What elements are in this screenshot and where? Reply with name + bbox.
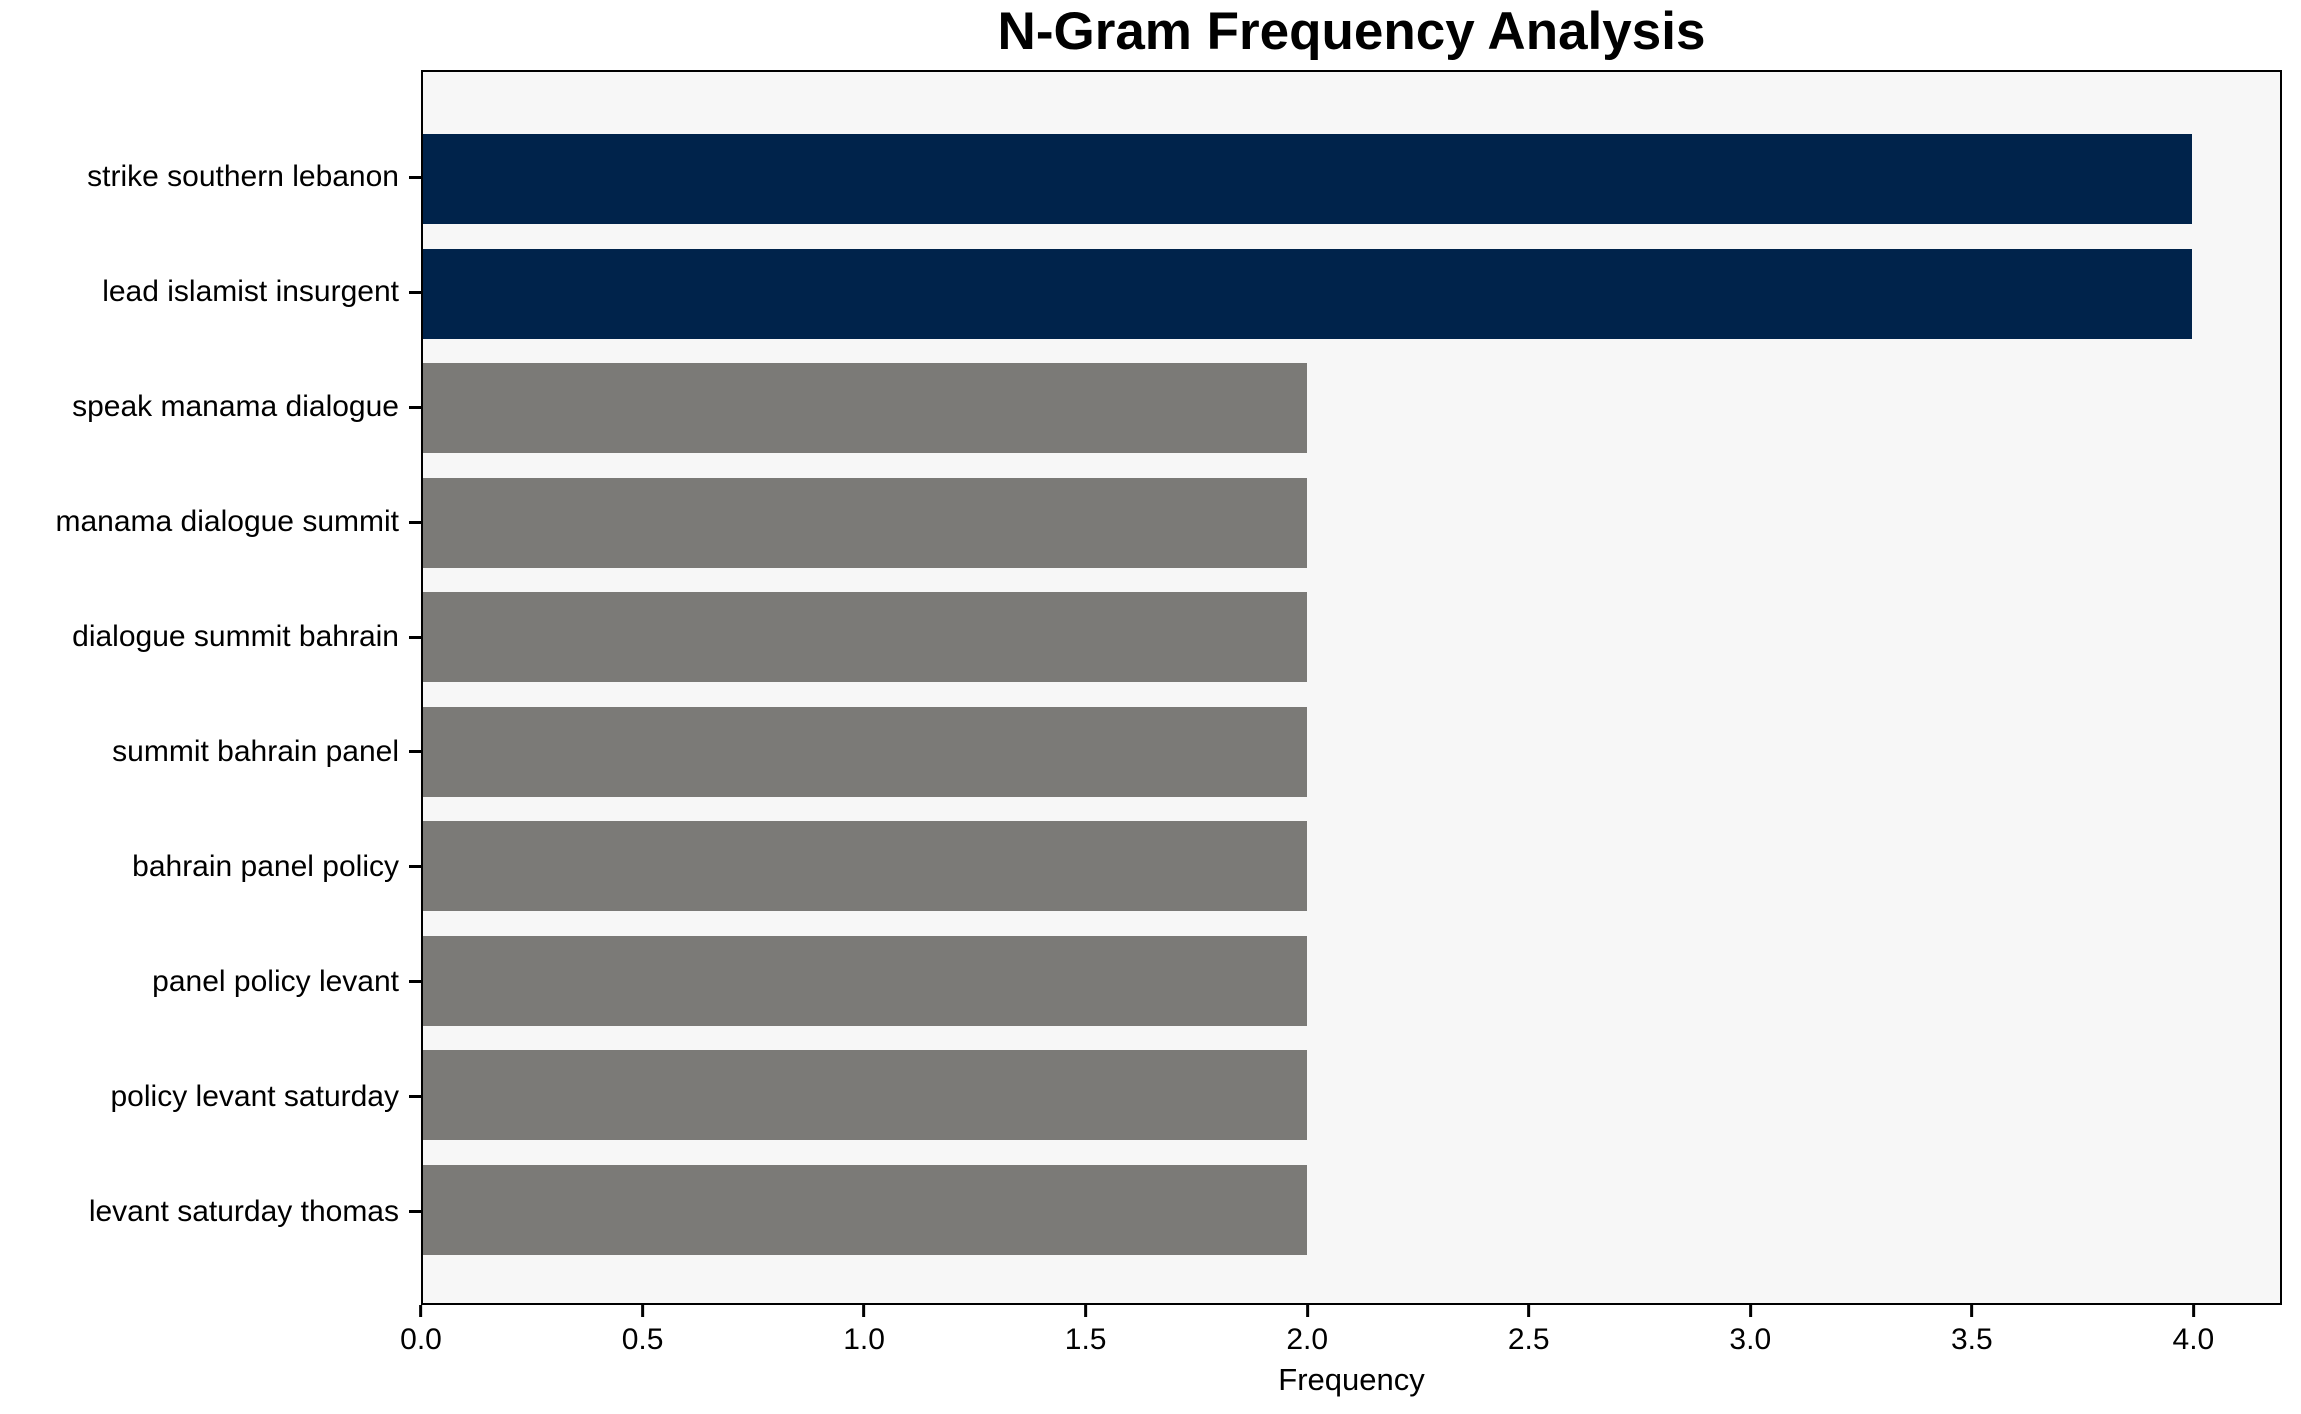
y-tick-row: strike southern lebanon [0, 120, 421, 235]
x-tick: 3.0 [1729, 1305, 1771, 1357]
chart-title: N-Gram Frequency Analysis [997, 2, 1706, 61]
y-tick-row: manama dialogue summit [0, 465, 421, 580]
x-tick-label: 3.0 [1729, 1323, 1772, 1356]
y-tick-label: bahrain panel policy [132, 849, 399, 883]
x-tick: 3.5 [1951, 1305, 1993, 1357]
bar-row [423, 809, 2280, 924]
x-tick-mark [1084, 1305, 1088, 1317]
x-axis-title: Frequency [1278, 1362, 1425, 1397]
y-tick-row: levant saturday thomas [0, 1154, 421, 1269]
x-tick-label: 2.5 [1507, 1323, 1550, 1356]
x-tick: 1.0 [843, 1305, 885, 1357]
y-tick-mark [409, 1095, 421, 1099]
x-tick-label: 0.0 [400, 1323, 442, 1356]
bars-container [423, 72, 2280, 1303]
y-tick-mark [409, 865, 421, 869]
bar-row [423, 122, 2280, 237]
bar [423, 248, 2192, 339]
y-tick-label: speak manama dialogue [72, 390, 399, 424]
x-tick: 2.0 [1286, 1305, 1328, 1357]
plot-area [421, 70, 2282, 1305]
y-tick-row: dialogue summit bahrain [0, 580, 421, 695]
y-tick-row: lead islamist insurgent [0, 235, 421, 350]
x-tick-label: 2.0 [1286, 1323, 1329, 1356]
bar [423, 363, 1308, 454]
bar-row [423, 1038, 2280, 1153]
bar-row [423, 924, 2280, 1039]
bar [423, 821, 1308, 912]
y-tick-row: panel policy levant [0, 924, 421, 1039]
x-tick-mark [1527, 1305, 1531, 1317]
bar-row [423, 695, 2280, 810]
x-tick-label: 1.5 [1064, 1323, 1107, 1356]
x-tick-mark [862, 1305, 866, 1317]
y-tick-label: panel policy levant [152, 964, 399, 998]
bar-row [423, 1153, 2280, 1268]
y-tick-label: policy levant saturday [110, 1079, 400, 1113]
x-tick-label: 0.5 [621, 1323, 664, 1356]
y-tick-row: speak manama dialogue [0, 350, 421, 465]
bar [423, 477, 1308, 568]
bar-row [423, 237, 2280, 352]
y-tick-mark [409, 980, 421, 984]
y-tick-label: lead islamist insurgent [102, 275, 399, 309]
x-tick-mark [419, 1305, 423, 1317]
x-tick-mark [1970, 1305, 1974, 1317]
bar [423, 1050, 1308, 1141]
y-tick-mark [409, 1210, 421, 1214]
bar-row [423, 351, 2280, 466]
x-tick-label: 3.5 [1950, 1323, 1993, 1356]
y-axis-labels: strike southern lebanon lead islamist ins… [0, 70, 421, 1305]
y-tick-label: summit bahrain panel [112, 734, 399, 768]
y-tick-row: bahrain panel policy [0, 809, 421, 924]
bar-row [423, 580, 2280, 695]
bar [423, 134, 2192, 225]
x-tick: 2.5 [1508, 1305, 1550, 1357]
x-tick: 0.0 [400, 1305, 442, 1357]
y-tick-label: strike southern lebanon [87, 160, 399, 194]
y-tick-row: policy levant saturday [0, 1039, 421, 1154]
y-tick-mark [409, 290, 421, 294]
y-tick-mark [409, 635, 421, 639]
x-tick-mark [2191, 1305, 2195, 1317]
x-tick-label: 4.0 [2172, 1323, 2215, 1356]
x-tick: 0.5 [621, 1305, 664, 1357]
y-tick-row: summit bahrain panel [0, 695, 421, 810]
y-tick-label: levant saturday thomas [88, 1194, 399, 1228]
bar-row [423, 466, 2280, 581]
bar [423, 1164, 1308, 1255]
y-tick-mark [409, 175, 421, 179]
bar [423, 706, 1308, 797]
y-tick-mark [409, 405, 421, 409]
x-tick-mark [1748, 1305, 1752, 1317]
y-tick-label: dialogue summit bahrain [72, 620, 399, 654]
y-tick-label: manama dialogue summit [55, 505, 400, 539]
y-tick-mark [409, 520, 421, 524]
x-tick: 4.0 [2172, 1305, 2215, 1357]
bar [423, 935, 1308, 1026]
x-tick-mark [641, 1305, 645, 1317]
bar [423, 592, 1308, 683]
x-tick: 1.5 [1065, 1305, 1107, 1357]
x-axis-ticks: 0.0 0.5 1.0 1.5 2.0 2.5 3.0 3.5 4.0 [400, 1305, 2282, 1375]
x-tick-mark [1305, 1305, 1309, 1317]
x-tick-label: 1.0 [843, 1323, 885, 1356]
y-tick-mark [409, 750, 421, 754]
